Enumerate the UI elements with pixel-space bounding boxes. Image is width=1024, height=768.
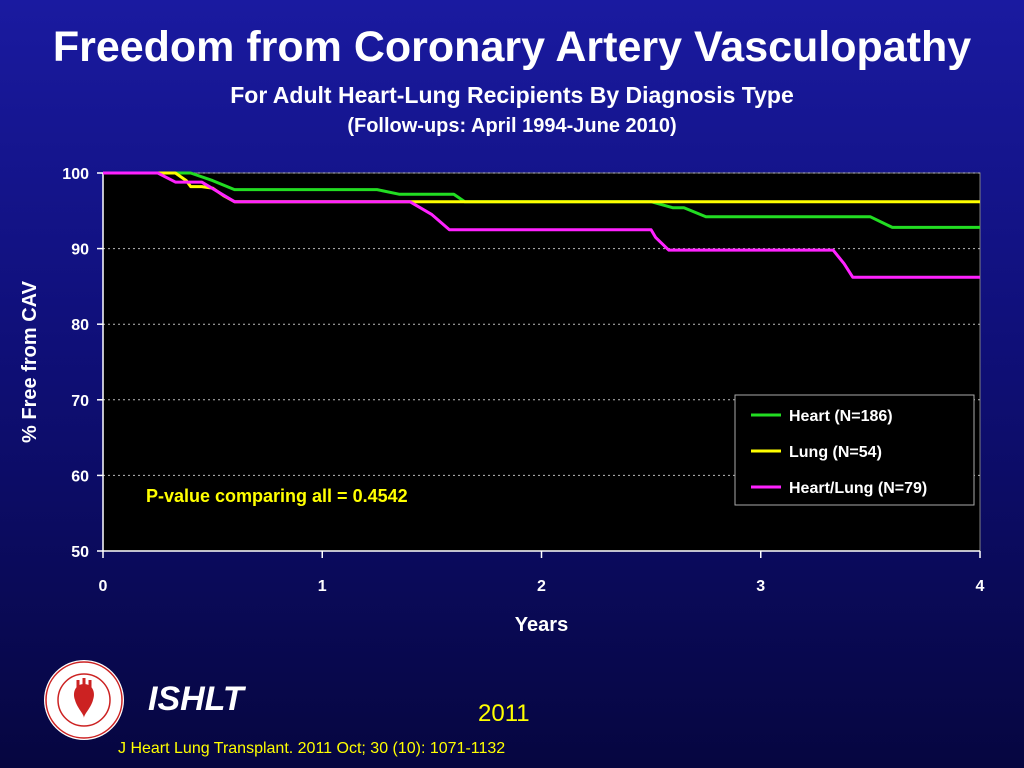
slide-subtitle: For Adult Heart-Lung Recipients By Diagn… [230,82,794,108]
footer-year: 2011 [478,700,530,727]
p-value-annotation: P-value comparing all = 0.4542 [146,486,408,506]
slide-title: Freedom from Coronary Artery Vasculopath… [52,23,972,71]
y-tick-label: 90 [71,242,89,259]
y-tick-label: 80 [71,317,89,334]
series-line-heart-lung [103,171,980,279]
y-tick-label: 100 [62,166,89,183]
legend-label: Heart/Lung (N=79) [789,480,927,497]
y-tick-label: 70 [71,393,89,410]
x-tick-label: 4 [976,578,985,595]
y-tick-label: 60 [71,468,89,485]
x-tick-label: 1 [318,578,327,595]
citation: J Heart Lung Transplant. 2011 Oct; 30 (1… [118,740,506,757]
y-axis-label: % Free from CAV [19,280,41,443]
x-axis-label: Years [515,614,568,636]
ishlt-logo [44,660,124,740]
x-tick-label: 3 [756,578,765,595]
org-name: ISHLT [148,680,244,718]
y-tick-label: 50 [71,544,89,561]
x-tick-label: 0 [99,578,108,595]
legend-label: Heart (N=186) [789,408,893,425]
x-tick-label: 2 [537,578,546,595]
slide-subtitle-date-range: (Follow-ups: April 1994-June 2010) [347,115,677,137]
legend-label: Lung (N=54) [789,444,882,461]
